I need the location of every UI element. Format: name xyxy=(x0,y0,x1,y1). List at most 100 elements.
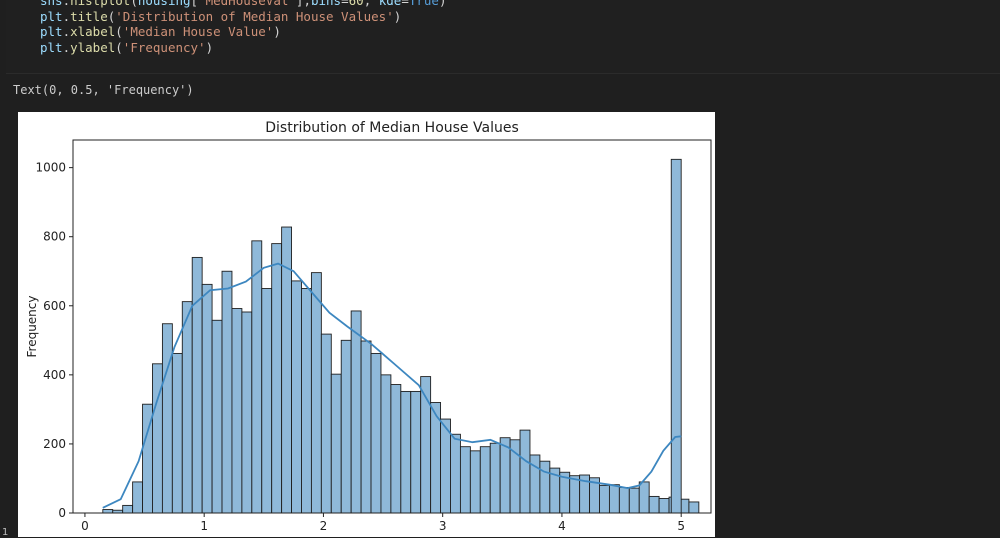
code-token: bins xyxy=(310,0,342,8)
code-token: ) xyxy=(205,39,214,55)
histogram-bar xyxy=(450,433,461,514)
code-token: ( xyxy=(115,39,123,55)
code-line: plt.xlabel('Median House Value') xyxy=(40,24,281,39)
code-token: 'Frequency' xyxy=(122,39,206,55)
histogram-bar xyxy=(221,270,233,514)
histogram-bar xyxy=(440,418,451,514)
cell-output-text: Text(0, 0.5, 'Frequency') xyxy=(13,83,194,97)
code-token: [ xyxy=(190,0,199,8)
code-token: ( xyxy=(115,24,123,39)
code-token: plt xyxy=(40,8,63,24)
code-token: kde xyxy=(378,0,402,8)
histogram-bar xyxy=(241,311,253,514)
x-tick-label: 3 xyxy=(439,519,447,533)
histogram-bar xyxy=(161,323,173,514)
code-cell[interactable]: sns.histplot(housing['MedHouseVal'],bins… xyxy=(6,0,1000,74)
code-token: , xyxy=(363,0,379,8)
histogram-bar xyxy=(201,283,213,514)
x-tick-label: 5 xyxy=(677,519,685,533)
code-token: . xyxy=(62,8,71,24)
code-token: housing xyxy=(137,0,191,8)
histogram-bar xyxy=(499,437,511,514)
code-line: sns.histplot(housing['MedHouseVal'],bins… xyxy=(40,0,447,8)
y-tick-label: 400 xyxy=(43,368,66,382)
histogram-bar xyxy=(648,495,660,514)
code-token: = xyxy=(401,0,409,8)
histogram-bar xyxy=(618,486,630,514)
histogram-bar xyxy=(251,240,263,514)
histogram-bar xyxy=(370,352,382,514)
code-token: = xyxy=(341,0,349,8)
code-token: . xyxy=(62,39,71,55)
histogram-bar xyxy=(380,374,392,514)
plot-area-frame xyxy=(72,139,712,514)
code-token: title xyxy=(70,8,108,24)
histogram-bar xyxy=(211,319,223,514)
histogram-bar xyxy=(320,333,332,514)
histogram-bar xyxy=(171,352,183,514)
histogram-bar xyxy=(658,498,670,514)
y-axis-label: Frequency xyxy=(25,296,39,358)
code-token: plt xyxy=(40,39,63,55)
code-token: sns xyxy=(40,0,63,8)
histogram-bar xyxy=(479,446,491,514)
code-token: . xyxy=(62,24,71,39)
histogram-bar xyxy=(400,390,412,514)
code-token: ], xyxy=(295,0,311,8)
histogram-chart: 0 1 2 3 4 5 0 200 400 600 800 1000 Distribution of M… xyxy=(25,120,712,533)
histogram-bar xyxy=(688,501,700,514)
histogram-bar xyxy=(519,429,531,514)
histogram-bar xyxy=(459,446,471,514)
histogram-bar xyxy=(360,340,372,514)
histogram-bar xyxy=(599,484,610,514)
histogram-bar xyxy=(340,339,352,514)
y-tick-label: 0 xyxy=(58,506,66,520)
code-token: xlabel xyxy=(70,24,116,39)
histogram-bar xyxy=(569,475,581,514)
histogram-bar xyxy=(489,442,501,514)
chart-output-image: 0 1 2 3 4 5 0 200 400 600 800 1000 Distribution of M… xyxy=(18,112,715,537)
histogram-bar xyxy=(301,288,312,514)
histogram-bar xyxy=(181,301,193,514)
code-token: ) xyxy=(438,0,447,8)
histogram-bar xyxy=(291,280,302,514)
histogram-bar xyxy=(608,484,620,514)
histogram-bar xyxy=(271,243,283,514)
code-token: histplot xyxy=(70,0,131,8)
histogram-bar xyxy=(191,256,203,514)
x-tick-label: 2 xyxy=(320,519,328,533)
code-token: ( xyxy=(130,0,138,8)
code-token: True xyxy=(408,0,439,8)
histogram-bar xyxy=(261,288,273,514)
kde-curve xyxy=(102,262,682,509)
histogram-bar xyxy=(670,158,682,514)
x-tick-label: 1 xyxy=(200,519,208,533)
code-token: 'MedHouseVal' xyxy=(198,0,296,8)
code-token: ( xyxy=(107,8,116,24)
y-tick-label: 1000 xyxy=(35,161,66,175)
code-token: ylabel xyxy=(70,39,116,55)
y-tick-label: 200 xyxy=(43,437,66,451)
histogram-bar xyxy=(310,272,322,514)
y-tick-label: 600 xyxy=(43,299,66,313)
code-token: 'Distribution of Median House Values' xyxy=(115,8,394,24)
histogram-bar xyxy=(350,310,362,514)
y-tick-label: 800 xyxy=(43,230,66,244)
chart-title: Distribution of Median House Values xyxy=(265,120,519,136)
histogram-bar xyxy=(469,450,481,514)
histogram-bar xyxy=(122,504,134,514)
code-token: ) xyxy=(273,24,281,39)
x-tick-label: 0 xyxy=(81,519,89,533)
histogram-bar xyxy=(132,481,143,514)
code-line: plt.title('Distribution of Median House … xyxy=(40,9,401,24)
histogram-bar xyxy=(410,390,422,514)
code-token: 60 xyxy=(348,0,364,8)
histogram-bar xyxy=(628,487,640,514)
histogram-bar xyxy=(390,384,402,514)
x-tick-label: 4 xyxy=(558,519,566,533)
code-token: . xyxy=(62,0,71,8)
histogram-bar xyxy=(638,481,650,514)
code-token: plt xyxy=(40,24,63,39)
code-token: 'Median House Value' xyxy=(122,24,274,39)
histogram-bar xyxy=(330,373,342,514)
